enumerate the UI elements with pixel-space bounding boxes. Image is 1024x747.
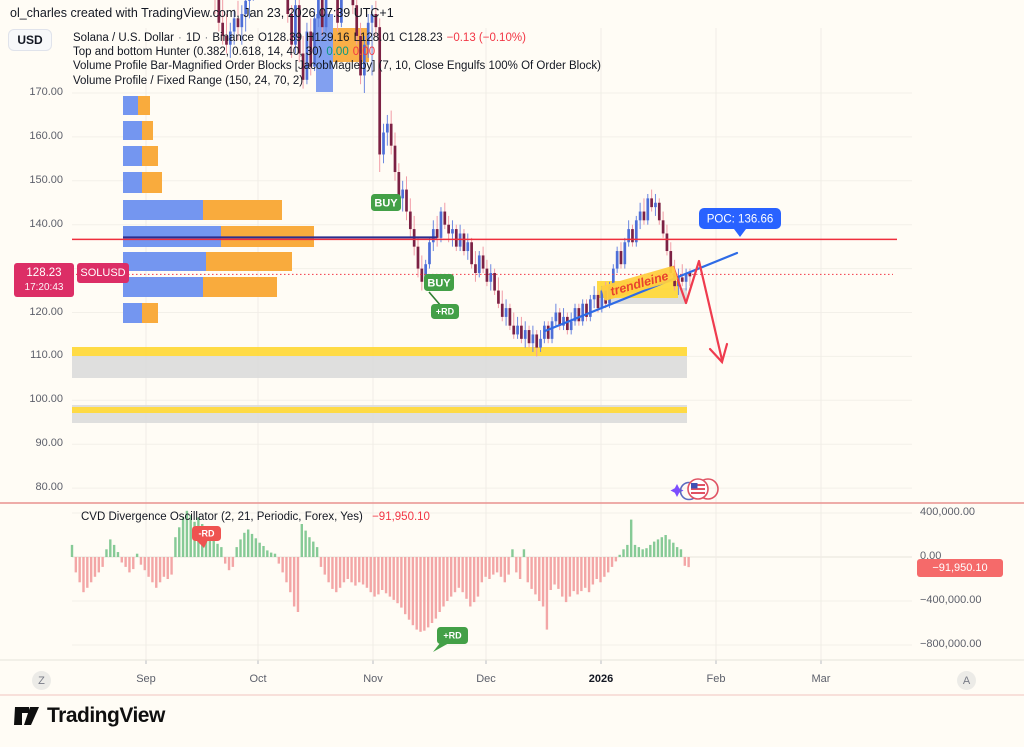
current-price-value: 128.23 <box>26 267 62 279</box>
price-axis-label: 170.00 <box>29 86 63 98</box>
symbol-legend-row[interactable]: Solana / U.S. Dollar · 1D · Binance O128… <box>73 31 601 45</box>
time-axis-label: Mar <box>811 673 831 685</box>
svg-text:POC: 136.66: POC: 136.66 <box>707 214 773 226</box>
oscillator-axis-label: −400,000.00 <box>920 594 982 606</box>
svg-text:BUY: BUY <box>374 197 398 209</box>
timeframe-label[interactable]: 1D <box>185 32 201 44</box>
rd-connector-line <box>428 291 442 307</box>
countdown-timer: 17:20:43 <box>24 282 64 294</box>
time-axis-label: Feb <box>706 673 726 685</box>
poc-callout[interactable]: POC: 136.66 <box>699 208 781 237</box>
currency-toggle-button[interactable]: USD <box>8 29 52 51</box>
economic-event-flag-icon[interactable] <box>670 478 719 501</box>
rd-minus-pointer <box>196 540 208 548</box>
price-change: −0.13 (−0.10%) <box>446 32 526 44</box>
time-axis-label: Dec <box>476 673 496 685</box>
svg-text:+RD: +RD <box>436 307 455 317</box>
ohlc-close: C128.23 <box>399 32 443 44</box>
price-axis-label: 140.00 <box>29 217 63 230</box>
axis-settings-button[interactable]: A <box>957 671 976 690</box>
indicator-value-red: 0.00 <box>352 46 376 59</box>
price-axis-label: 160.00 <box>29 129 63 142</box>
rd-plus-tag[interactable]: +RD <box>431 304 459 319</box>
time-axis-label: Sep <box>136 673 156 685</box>
symbol-badge: SOLUSD <box>77 263 129 283</box>
tradingview-logo-icon <box>14 707 39 725</box>
legend-separator: · <box>178 32 182 44</box>
chart-legend: Solana / U.S. Dollar · 1D · Binance O128… <box>73 31 601 88</box>
indicator-legend-row[interactable]: Volume Profile / Fixed Range (150, 24, 7… <box>73 74 601 88</box>
candlesticks <box>214 0 692 357</box>
svg-text:-RD: -RD <box>199 529 215 539</box>
current-price-badge: 128.23 17:20:43 <box>14 263 74 297</box>
price-axis-label: 110.00 <box>30 349 63 362</box>
time-axis-label: Nov <box>363 673 383 685</box>
price-axis-label: 150.00 <box>29 173 63 186</box>
indicator-name[interactable]: Top and bottom Hunter (0.382, 0.618, 14,… <box>73 46 323 59</box>
oscillator-value-badge: −91,950.10 <box>917 559 1003 577</box>
gridlines <box>72 28 912 664</box>
oscillator-title[interactable]: CVD Divergence Oscillator (2, 21, Period… <box>81 511 363 523</box>
symbol-title[interactable]: Solana / U.S. Dollar <box>73 32 174 44</box>
oscillator-axis-label: 400,000.00 <box>920 506 976 518</box>
indicator-name[interactable]: Volume Profile Bar-Magnified Order Block… <box>73 60 601 73</box>
indicator-value-green: 0.00 <box>326 46 349 59</box>
projection-arrowhead <box>708 342 729 365</box>
price-axis-label: 80.00 <box>35 481 63 494</box>
price-axis-label: 90.00 <box>35 437 63 450</box>
tradingview-logo-text: TradingView <box>47 704 165 727</box>
indicator-name[interactable]: Volume Profile / Fixed Range (150, 24, 7… <box>73 74 304 87</box>
drawings[interactable] <box>543 251 739 365</box>
timezone-button[interactable]: Z <box>32 671 51 690</box>
ohlc-high: H129.16 <box>306 32 350 44</box>
time-axis-label: Oct <box>249 673 267 685</box>
indicator-legend-row[interactable]: Top and bottom Hunter (0.382, 0.618, 14,… <box>73 45 601 59</box>
price-lines[interactable] <box>72 236 897 275</box>
trendline <box>543 251 739 333</box>
rd-plus-tag[interactable]: +RD <box>437 627 468 644</box>
price-axis-label: 120.00 <box>29 305 63 318</box>
buy-signal-label[interactable]: BUY <box>424 274 454 291</box>
oscillator-value: −91,950.10 <box>372 511 430 523</box>
oscillator-axis-label: −800,000.00 <box>920 638 982 650</box>
rd-minus-tag[interactable]: -RD <box>192 526 221 541</box>
indicator-legend-row[interactable]: Volume Profile Bar-Magnified Order Block… <box>73 59 601 73</box>
ohlc-open: O128.39 <box>257 32 303 44</box>
time-axis-label: 2026 <box>588 673 614 685</box>
buy-signal-label[interactable]: BUY <box>371 194 401 211</box>
volume-profile <box>123 96 314 323</box>
price-axis-label: 100.00 <box>29 393 63 406</box>
oscillator-histogram <box>70 510 690 632</box>
tradingview-logo[interactable]: TradingView <box>14 704 165 728</box>
chart-credit: ol_charles created with TradingView.com,… <box>10 6 394 20</box>
ohlc-low: L128.01 <box>353 32 396 44</box>
oscillator-legend[interactable]: CVD Divergence Oscillator (2, 21, Period… <box>81 511 430 523</box>
svg-text:BUY: BUY <box>427 277 451 289</box>
projection-arrow <box>671 259 724 361</box>
svg-text:+RD: +RD <box>443 631 462 641</box>
rd-plus-pointer <box>433 643 449 652</box>
legend-separator: · <box>204 32 209 44</box>
exchange-label: Binance <box>212 32 254 44</box>
